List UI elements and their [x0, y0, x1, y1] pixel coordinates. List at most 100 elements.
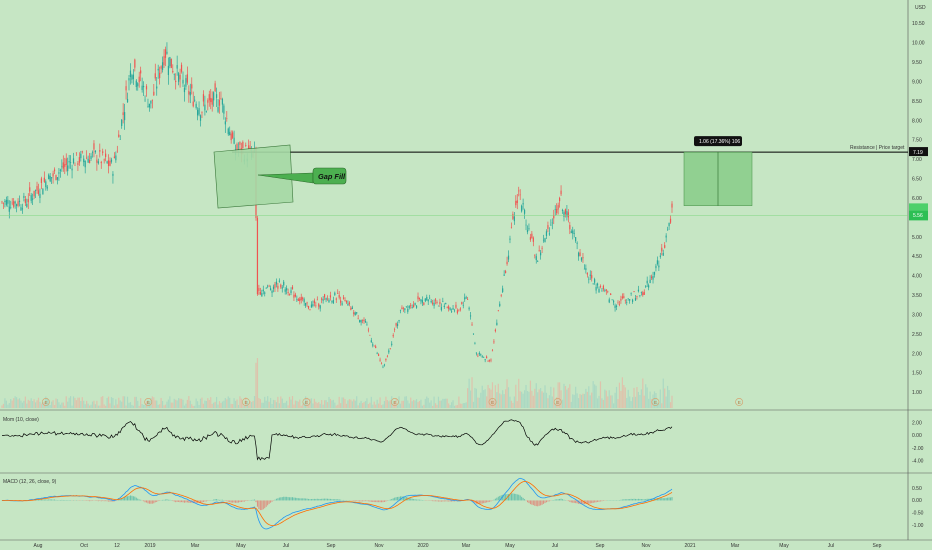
macd-histogram-bar	[362, 500, 364, 502]
candle-body	[518, 190, 520, 192]
volume-bar	[456, 405, 459, 408]
candle-body	[335, 298, 337, 300]
candle-body	[662, 252, 664, 256]
candle-body	[302, 297, 304, 300]
candle-body	[61, 166, 63, 168]
volume-bar	[440, 400, 442, 408]
time-tick-label: Mar	[462, 543, 471, 549]
macd-histogram-bar	[213, 499, 215, 501]
candle-body	[13, 201, 15, 207]
candle-body	[572, 230, 574, 234]
macd-histogram-bar	[270, 500, 272, 503]
volume-bar	[345, 403, 348, 408]
macd-histogram-bar	[49, 499, 51, 501]
time-tick-label: Mar	[731, 543, 740, 549]
candle-body	[598, 288, 600, 293]
volume-bar	[640, 389, 642, 408]
candle-body	[459, 308, 461, 310]
macd-histogram-bar	[439, 500, 441, 502]
candle-body	[586, 273, 588, 275]
candle-body	[154, 73, 156, 79]
candle-body	[452, 307, 454, 310]
candle-body	[423, 302, 425, 305]
volume-bar	[391, 396, 393, 408]
macd-histogram-bar	[398, 496, 400, 501]
volume-bar	[161, 400, 164, 408]
macd-histogram-bar	[138, 499, 140, 501]
volume-bar	[522, 393, 524, 408]
macd-histogram-bar	[310, 499, 312, 501]
volume-bar	[586, 391, 588, 408]
candle-body	[650, 276, 653, 279]
volume-bar	[551, 396, 553, 408]
candle-body	[195, 103, 197, 108]
candle-body	[655, 265, 657, 269]
macd-histogram-bar	[360, 500, 362, 502]
candle-body	[446, 307, 448, 308]
volume-bar	[96, 400, 98, 408]
macd-histogram-bar	[559, 498, 561, 501]
volume-bar	[87, 403, 89, 408]
volume-bar	[430, 400, 432, 408]
volume-bar	[30, 398, 32, 408]
volume-bar	[429, 402, 431, 408]
macd-histogram-bar	[575, 500, 577, 504]
candle-body	[271, 290, 273, 293]
volume-bar	[576, 393, 578, 408]
candle-body	[601, 290, 603, 292]
macd-histogram-bar	[664, 498, 666, 501]
macd-histogram-bar	[127, 496, 129, 501]
volume-bar	[369, 402, 371, 408]
candle-body	[395, 323, 397, 326]
volume-bar	[199, 398, 202, 408]
macd-histogram-bar	[404, 496, 406, 501]
macd-histogram-bar	[472, 500, 474, 503]
candle-body	[331, 300, 333, 302]
candle-body	[426, 296, 428, 301]
macd-histogram-bar	[629, 499, 631, 501]
macd-histogram-bar	[112, 500, 114, 502]
volume-bar	[650, 398, 653, 408]
macd-histogram-bar	[452, 500, 454, 502]
gap-fill-label: Gap Fill	[318, 172, 346, 181]
volume-bar	[407, 400, 409, 408]
candle-body	[594, 279, 596, 283]
measure-label: 1.06 (17.36%) 106	[699, 139, 740, 145]
volume-bar	[103, 404, 105, 408]
macd-histogram-bar	[146, 500, 148, 503]
volume-bar	[595, 385, 597, 408]
candle-body	[502, 288, 504, 292]
time-tick-label: Sep	[596, 543, 605, 549]
candle-body	[509, 238, 511, 240]
candle-body	[97, 161, 99, 164]
volume-bar	[70, 396, 72, 408]
candle-body	[161, 62, 164, 70]
macd-histogram-bar	[442, 500, 444, 502]
macd-histogram-bar	[291, 497, 293, 501]
time-tick-label: Sep	[327, 543, 336, 549]
macd-histogram-bar	[637, 498, 639, 501]
candle-body	[623, 296, 625, 299]
candle-body	[102, 151, 104, 153]
volume-bar	[115, 399, 117, 408]
volume-bar	[68, 397, 70, 408]
volume-bar	[500, 394, 502, 408]
volume-bar	[662, 378, 664, 408]
macd-histogram-bar	[653, 498, 655, 501]
candle-body	[169, 57, 171, 67]
volume-bar	[271, 404, 273, 408]
candle-body	[468, 307, 470, 310]
macd-histogram-bar	[329, 498, 331, 501]
candle-body	[267, 285, 269, 287]
macd-histogram-bar	[52, 499, 54, 501]
candle-body	[621, 296, 623, 299]
candle-body	[256, 217, 259, 295]
volume-bar	[401, 400, 403, 408]
candle-body	[577, 252, 580, 257]
macd-histogram-bar	[451, 500, 453, 502]
macd-histogram-bar	[218, 499, 220, 501]
volume-bar	[306, 397, 308, 408]
macd-histogram-bar	[194, 500, 196, 503]
volume-bar	[153, 397, 155, 408]
